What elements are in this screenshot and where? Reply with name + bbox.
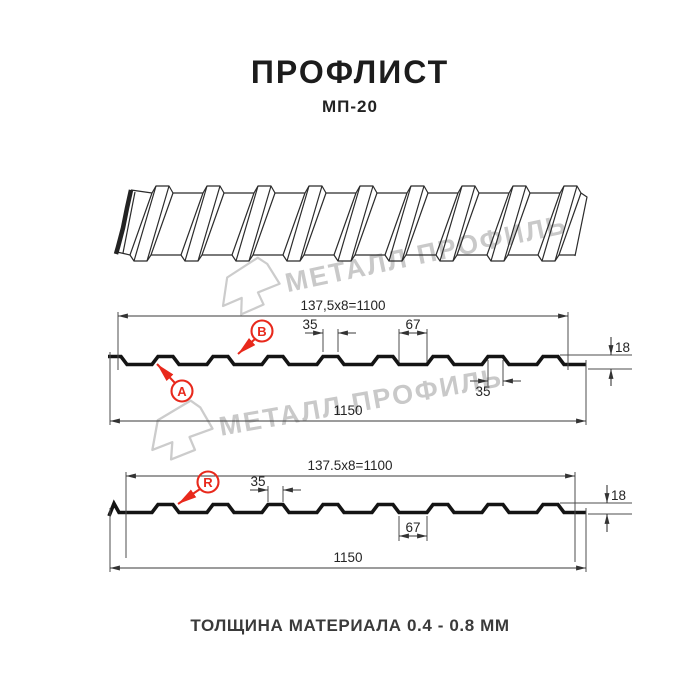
label-side-r-letter: R [203,475,213,490]
brand-logo-icon [143,396,218,464]
dim-height-bottom-value: 18 [611,488,626,503]
page-subtitle: МП-20 [322,97,378,116]
cross-section-top: 137,5x8=1100 35 67 18 [108,298,632,425]
dim-crest-bottom-value: 35 [250,474,265,489]
sheet-right-edge [574,192,588,257]
watermark-text: МЕТАЛЛ ПРОФИЛЬ [283,209,570,298]
page-title: ПРОФЛИСТ [250,54,450,90]
dim-valley-top-value: 67 [405,317,420,332]
dim-edge-crest-top-value: 35 [475,384,490,399]
dim-valley-top: 67 [398,317,428,362]
dim-pitch-bottom: 137.5x8=1100 [126,458,575,479]
dim-height-bottom: 18 [560,485,632,532]
dim-crest-top: 35 [302,317,356,352]
label-side-r: R [177,470,220,505]
dim-overall-top-value: 1150 [333,403,362,418]
sheet-top-edge [130,185,582,194]
material-thickness-note: ТОЛЩИНА МАТЕРИАЛА 0.4 - 0.8 ММ [190,616,510,635]
brand-logo-icon [213,253,286,319]
sheet-left-cut-edge [113,189,134,255]
dim-pitch-top-value: 137,5x8=1100 [301,298,386,313]
dim-overall-top: 1150 [110,403,586,424]
label-side-b: B [237,319,274,355]
dim-valley-bottom: 67 [398,516,428,541]
dim-height-top: 18 [560,337,632,386]
label-side-b-letter: B [257,324,266,339]
dim-overall-bottom: 1150 [110,550,586,571]
dim-crest-bottom: 35 [250,474,301,502]
profile-outline-bottom [107,499,586,517]
label-side-a: A [156,363,194,403]
profile-outline-top [108,354,586,367]
dim-height-top-value: 18 [615,340,630,355]
dim-pitch-top: 137,5x8=1100 [118,298,568,319]
dim-overall-bottom-value: 1150 [333,550,362,565]
dim-edge-crest-top: 35 [470,360,521,399]
dim-crest-top-value: 35 [302,317,317,332]
dim-valley-bottom-value: 67 [405,520,420,535]
sheet-bottom-edge [116,251,575,262]
isometric-profile-view [113,185,588,262]
cross-section-bottom: 137.5x8=1100 35 67 18 [107,458,632,572]
dim-pitch-bottom-value: 137.5x8=1100 [308,458,393,473]
label-side-a-letter: A [177,384,187,399]
